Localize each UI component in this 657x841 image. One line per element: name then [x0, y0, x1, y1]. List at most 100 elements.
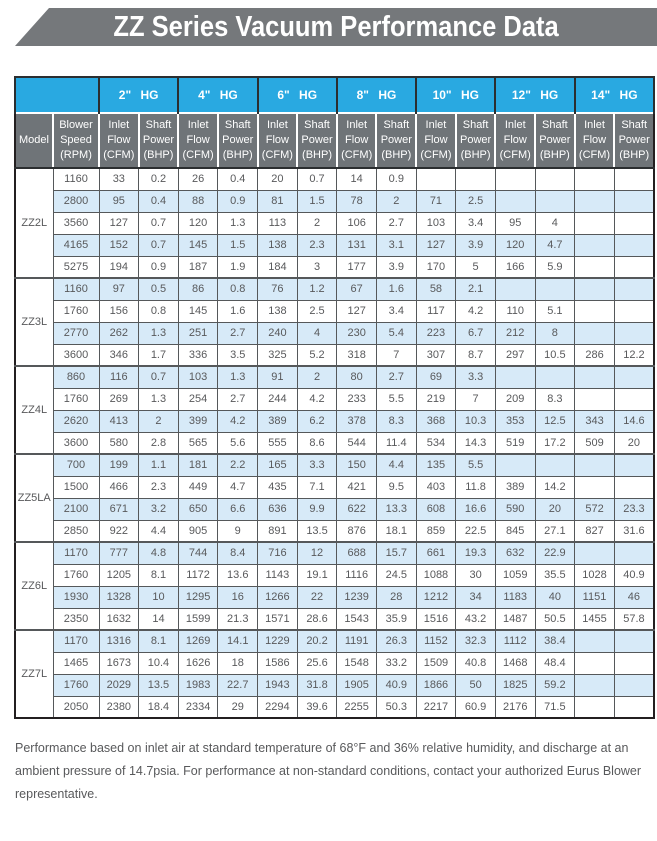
shaft-power-cell: 3.9: [375, 255, 417, 279]
pressure-header: 8" HG: [335, 76, 418, 114]
inlet-flow-cell: 26: [177, 167, 219, 191]
inlet-flow-cell: 590: [494, 497, 536, 521]
inlet-flow-cell: 152: [98, 233, 140, 257]
inlet-flow-cell: 1059: [494, 563, 536, 587]
inlet-flow-cell: 199: [98, 453, 140, 477]
inlet-flow-cell: 150: [336, 453, 377, 477]
inlet-flow-cell: 86: [177, 277, 219, 301]
inlet-flow-cell: 184: [257, 255, 298, 279]
shaft-power-cell: 0.8: [217, 277, 259, 301]
shaft-power-cell: 2.7: [217, 321, 259, 345]
shaft-power-cell: 27.1: [534, 519, 576, 543]
rpm-cell: 1930: [52, 585, 100, 609]
shaft-power-cell: 4.2: [455, 299, 496, 323]
inlet-flow-cell: 230: [336, 321, 377, 345]
inlet-flow-cell: 343: [574, 409, 615, 433]
inlet-flow-cell: 622: [336, 497, 377, 521]
shaft-power-cell: 2: [138, 409, 179, 433]
shaft-power-cell: 3.4: [455, 211, 496, 235]
shaft-power-cell: 32.3: [455, 629, 496, 653]
shaft-power-cell: 28: [375, 585, 417, 609]
shaft-power-cell: 0.9: [375, 167, 417, 191]
shaft-power-column-header: Shaft Power (BHP): [613, 112, 655, 169]
shaft-power-cell: 4.7: [217, 475, 259, 499]
shaft-power-cell: [613, 321, 655, 345]
inlet-flow-cell: [574, 365, 615, 389]
shaft-power-cell: 3.3: [296, 453, 338, 477]
shaft-power-cell: [613, 541, 655, 565]
inlet-flow-cell: 286: [574, 343, 615, 367]
inlet-flow-cell: 378: [336, 409, 377, 433]
inlet-flow-cell: 346: [98, 343, 140, 367]
inlet-flow-cell: 81: [257, 189, 298, 213]
rpm-cell: 1465: [52, 651, 100, 675]
shaft-power-cell: [534, 453, 576, 477]
inlet-flow-cell: [415, 167, 457, 191]
rpm-cell: 5275: [52, 255, 100, 279]
rpm-cell: 1760: [52, 299, 100, 323]
inlet-flow-cell: 1152: [415, 629, 457, 653]
inlet-flow-cell: 166: [494, 255, 536, 279]
inlet-flow-cell: 240: [257, 321, 298, 345]
shaft-power-cell: [613, 255, 655, 279]
shaft-power-cell: 2.7: [375, 365, 417, 389]
shaft-power-cell: 39.6: [296, 695, 338, 719]
inlet-flow-column-header: Inlet Flow (CFM): [98, 112, 140, 169]
inlet-flow-cell: 135: [415, 453, 457, 477]
table-row: 2800 95 0.4 88 0.9 81 1.5 78 2 71 2.5: [15, 189, 655, 213]
inlet-flow-cell: 859: [415, 519, 457, 543]
rpm-cell: 2850: [52, 519, 100, 543]
inlet-flow-column-header: Inlet Flow (CFM): [335, 112, 378, 169]
inlet-flow-cell: 78: [336, 189, 377, 213]
shaft-power-cell: 6.6: [217, 497, 259, 521]
inlet-flow-cell: [574, 299, 615, 323]
shaft-power-cell: [613, 299, 655, 323]
rpm-cell: 700: [52, 453, 100, 477]
shaft-power-cell: 2.2: [217, 453, 259, 477]
shaft-power-cell: 1.2: [296, 277, 338, 301]
rpm-cell: 2800: [52, 189, 100, 213]
shaft-power-cell: 35.9: [375, 607, 417, 631]
inlet-flow-cell: 336: [177, 343, 219, 367]
table-row: ZZ4L 860 116 0.7 103 1.3 91 2 80 2.7 69 3.3: [14, 365, 655, 455]
inlet-flow-cell: 1516: [415, 607, 457, 631]
inlet-flow-cell: 1509: [415, 651, 457, 675]
inlet-flow-cell: 181: [177, 453, 219, 477]
inlet-flow-cell: 565: [177, 431, 219, 455]
shaft-power-cell: 12.5: [534, 409, 576, 433]
shaft-power-cell: 2.5: [296, 299, 338, 323]
shaft-power-cell: [455, 167, 496, 191]
inlet-flow-cell: 138: [257, 233, 298, 257]
table-row: 1760 1205 8.1 1172 13.6 1143 19.1 1116 24.5 1088 3…: [15, 563, 655, 587]
shaft-power-cell: 3.9: [455, 233, 496, 257]
inlet-flow-cell: 20: [257, 167, 298, 191]
inlet-flow-cell: 1212: [415, 585, 457, 609]
table-row: 1760 2029 13.5 1983 22.7 1943 31.8 1905 40.9 1866…: [15, 673, 655, 697]
inlet-flow-cell: 219: [415, 387, 457, 411]
inlet-flow-cell: 413: [98, 409, 140, 433]
shaft-power-cell: 4.4: [138, 519, 179, 543]
inlet-flow-cell: 318: [336, 343, 377, 367]
shaft-power-cell: 2.5: [455, 189, 496, 213]
inlet-flow-cell: 97: [98, 277, 140, 301]
shaft-power-cell: 0.9: [217, 189, 259, 213]
shaft-power-cell: [613, 475, 655, 499]
shaft-power-cell: 2: [296, 365, 338, 389]
shaft-power-cell: 14.1: [217, 629, 259, 653]
shaft-power-cell: 1.6: [217, 299, 259, 323]
shaft-power-cell: 1.3: [217, 211, 259, 235]
inlet-flow-cell: 127: [415, 233, 457, 257]
shaft-power-cell: 1.5: [296, 189, 338, 213]
inlet-flow-cell: 95: [494, 211, 536, 235]
inlet-flow-cell: [574, 277, 615, 301]
inlet-flow-cell: 1143: [257, 563, 298, 587]
inlet-flow-cell: 1455: [574, 607, 615, 631]
inlet-flow-cell: [574, 541, 615, 565]
shaft-power-cell: 2.8: [138, 431, 179, 455]
shaft-power-cell: 8.3: [534, 387, 576, 411]
inlet-flow-cell: 1632: [98, 607, 140, 631]
inlet-flow-cell: 1571: [257, 607, 298, 631]
shaft-power-cell: 18: [217, 651, 259, 675]
shaft-power-cell: 1.5: [217, 233, 259, 257]
inlet-flow-cell: [574, 167, 615, 191]
